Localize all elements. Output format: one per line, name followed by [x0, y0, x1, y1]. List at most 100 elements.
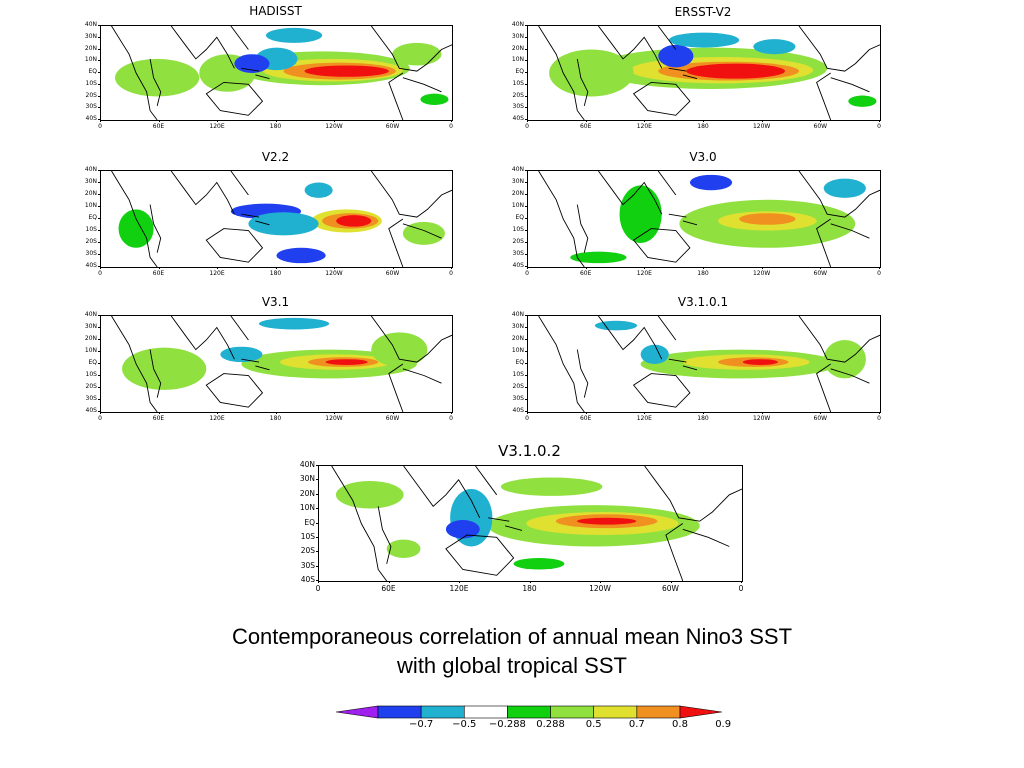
colorbar-arrow-right	[679, 705, 723, 719]
lon-tick	[334, 412, 335, 414]
correlation-region	[118, 209, 154, 248]
lon-tick-label: 60E	[152, 415, 165, 422]
lat-tick-label: 10S	[300, 531, 315, 541]
correlation-region	[265, 27, 323, 43]
correlation-region	[848, 95, 877, 107]
lon-tick	[644, 267, 646, 269]
lon-tick	[158, 120, 160, 122]
correlation-region	[689, 174, 733, 191]
coastline	[149, 349, 162, 398]
coastline	[370, 316, 452, 363]
lat-tick-label: EQ	[515, 359, 524, 366]
lon-tick	[703, 120, 704, 122]
lon-tick-label: 180	[697, 415, 709, 422]
lon-tick-label: 180	[269, 415, 282, 422]
lat-tick	[525, 36, 527, 38]
lat-tick-label: 40N	[511, 21, 524, 28]
lat-tick-label: 10S	[85, 79, 97, 87]
lon-tick	[334, 120, 335, 122]
coastline	[798, 316, 880, 363]
lat-tick-label: 10S	[512, 371, 524, 378]
colorbar-label: −0.7	[408, 719, 434, 730]
lon-tick	[459, 581, 460, 583]
lon-tick	[392, 120, 394, 122]
lat-tick-label: 40S	[300, 575, 315, 584]
lat-tick	[98, 194, 100, 195]
lon-tick-label: 60E	[579, 123, 592, 130]
lon-tick	[527, 120, 528, 122]
correlation-region	[386, 539, 421, 558]
lat-tick-label: 30S	[512, 103, 524, 111]
correlation-region	[500, 477, 603, 496]
lon-tick-label: 120W	[752, 415, 771, 422]
lat-tick-label: 20S	[512, 91, 524, 99]
coastline	[538, 26, 585, 120]
coastline	[331, 466, 388, 581]
correlation-region	[823, 178, 866, 198]
lat-tick-label: 30N	[84, 323, 97, 330]
lat-tick-label: 10N	[511, 347, 524, 354]
lat-tick	[525, 72, 527, 73]
lat-tick	[316, 479, 318, 481]
correlation-region	[686, 63, 785, 79]
lat-tick	[525, 242, 527, 243]
colorbar: −0.7 −0.5 −0.288 0.288 0.5 0.7 0.8 0.9	[335, 705, 731, 730]
lon-tick	[100, 267, 101, 269]
caption-line-2: with global tropical SST	[397, 653, 627, 678]
lat-tick-label: EQ	[515, 68, 524, 75]
lon-tick	[820, 412, 822, 414]
correlation-region	[619, 185, 662, 243]
lon-tick	[527, 412, 528, 414]
lat-tick-label: 40N	[299, 460, 315, 469]
lon-tick-label: 120W	[325, 123, 343, 130]
lat-tick-label: 30N	[511, 323, 524, 330]
lat-tick-label: EQ	[88, 68, 97, 75]
lon-tick-label: 0	[315, 584, 321, 593]
lat-tick	[525, 254, 527, 255]
correlation-region	[420, 93, 449, 105]
coastline	[111, 171, 158, 267]
lat-tick	[316, 493, 318, 495]
lon-tick	[392, 412, 394, 414]
lat-tick-label: 20N	[84, 190, 97, 197]
coastline	[205, 81, 264, 116]
lat-tick	[525, 399, 527, 400]
panel-title: V3.1.0.2	[498, 442, 561, 460]
lat-tick	[316, 536, 318, 538]
coastline	[241, 358, 270, 371]
lon-tick-label: 60E	[381, 584, 396, 593]
coastline	[576, 204, 589, 253]
lat-tick	[98, 36, 100, 38]
lon-tick	[600, 581, 601, 583]
coastline	[230, 26, 249, 50]
lat-tick-label: 20S	[85, 383, 97, 390]
coastline	[576, 349, 589, 398]
coastline	[598, 26, 663, 69]
lat-tick-label: 40N	[511, 166, 524, 173]
lon-tick	[585, 412, 587, 414]
lon-tick	[585, 120, 587, 122]
coastline	[632, 81, 691, 116]
lat-tick-label: 40S	[85, 407, 97, 414]
lon-tick-label: 120E	[209, 270, 225, 277]
correlation-region	[335, 480, 404, 509]
panel-title: ERSST-V2	[674, 5, 732, 19]
lat-tick	[98, 363, 100, 364]
lon-tick-label: 120W	[589, 584, 611, 593]
coastline	[830, 223, 870, 239]
lon-tick-label: 0	[525, 415, 529, 422]
coastline	[632, 228, 691, 263]
lat-tick-label: 10S	[512, 79, 524, 87]
correlation-region	[445, 520, 480, 539]
coastline	[657, 26, 677, 50]
lon-tick	[392, 267, 394, 269]
lon-tick	[820, 120, 822, 122]
lon-tick-label: 120W	[752, 123, 771, 130]
panel-title: V3.1	[261, 295, 290, 309]
colorbar-label: −0.5	[452, 719, 477, 730]
colorbar-box	[377, 705, 422, 719]
lat-tick	[98, 182, 100, 183]
coastline	[538, 171, 585, 267]
lat-tick	[525, 170, 527, 171]
lat-tick	[525, 119, 527, 120]
